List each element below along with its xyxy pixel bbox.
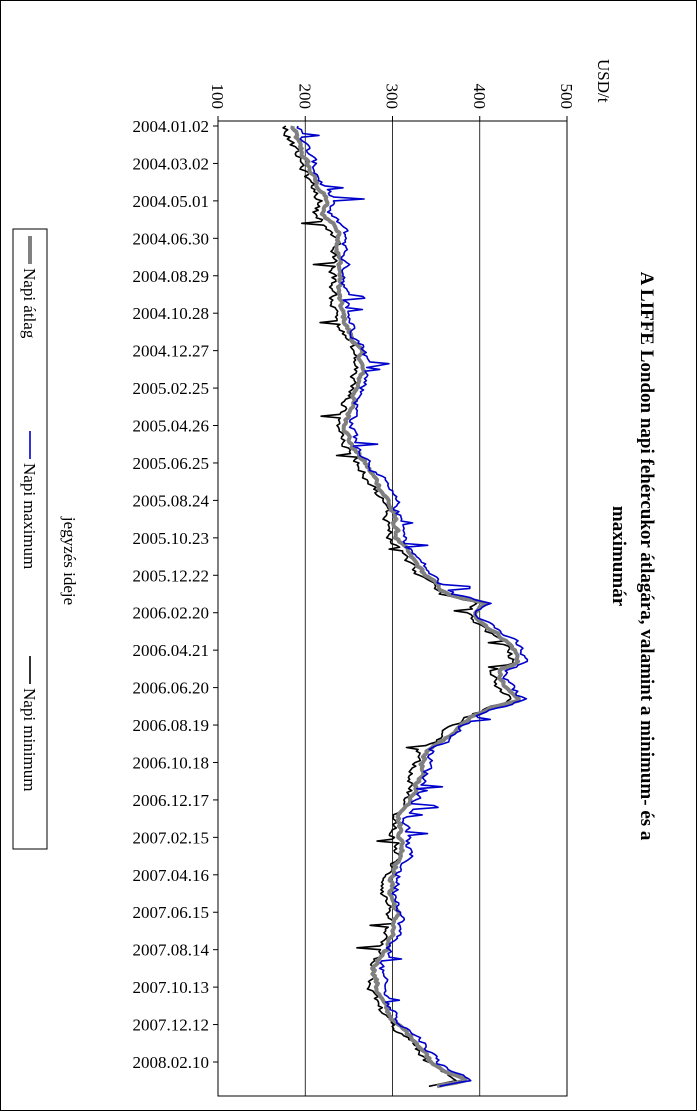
x-tick-label-24: 2007.12.12 [133, 1016, 210, 1035]
y-tick-label-500: 500 [557, 84, 576, 110]
series-line-1 [296, 125, 529, 1088]
y-axis-label: USD/t [594, 59, 613, 103]
chart-title-line-1: A LIFFE London napi fehércukor átlagára,… [636, 272, 657, 841]
plot-area [217, 120, 568, 1097]
series-line-0 [290, 125, 521, 1089]
x-tick-label-14: 2006.04.21 [133, 641, 210, 660]
x-tick-label-2: 2004.05.01 [133, 192, 210, 211]
x-tick-label-9: 2005.06.25 [133, 454, 210, 473]
chart-title-group: A LIFFE London napi fehércukor átlagára,… [608, 272, 657, 841]
x-tick-label-6: 2004.12.27 [133, 342, 210, 361]
series-lines [282, 125, 529, 1089]
x-tick-label-3: 2004.06.30 [133, 229, 210, 248]
y-tick-label-300: 300 [383, 84, 402, 110]
x-axis-label: jegyzés ideje [60, 516, 79, 605]
legend: Napi átlag Napi maximum Napi minimum [12, 228, 48, 850]
x-tick-label-25: 2008.02.10 [133, 1053, 210, 1072]
x-tick-label-5: 2004.10.28 [133, 304, 210, 323]
x-tick-label-0: 2004.01.02 [133, 117, 210, 136]
legend-label-1: Napi maximum [20, 463, 39, 569]
x-tick-label-1: 2004.03.02 [133, 154, 210, 173]
x-axis-ticks: 2004.01.02 2004.03.02 2004.05.01 2004.06.30… [133, 117, 218, 1072]
x-tick-label-12: 2005.12.22 [133, 566, 210, 585]
x-tick-label-7: 2005.02.25 [133, 379, 210, 398]
chart-title-line-2: maximumár [608, 506, 629, 607]
legend-label-0: Napi átlag [20, 268, 39, 339]
x-tick-label-13: 2006.02.20 [133, 604, 210, 623]
legend-label-2: Napi minimum [20, 688, 39, 791]
x-tick-label-17: 2006.10.18 [133, 753, 210, 772]
legend-label-group-1: Napi maximum [20, 463, 39, 569]
y-tick-label-group-300: 300 [383, 84, 402, 110]
x-tick-label-11: 2005.10.23 [133, 529, 210, 548]
x-tick-label-20: 2007.04.16 [133, 866, 210, 885]
y-tick-label-400: 400 [470, 84, 489, 110]
x-tick-label-18: 2006.12.17 [133, 791, 210, 810]
x-tick-label-19: 2007.02.15 [133, 828, 210, 847]
legend-box [12, 228, 48, 850]
y-tick-label-group-400: 400 [470, 84, 489, 110]
x-tick-label-4: 2004.08.29 [133, 267, 210, 286]
x-tick-label-21: 2007.06.15 [133, 903, 210, 922]
x-tick-label-8: 2005.04.26 [133, 417, 210, 436]
y-axis-ticks: 100 200 300 400 500 [208, 84, 576, 121]
y-tick-label-group-100: 100 [208, 84, 227, 110]
y-tick-label-group-500: 500 [557, 84, 576, 110]
y-tick-label-200: 200 [295, 84, 314, 110]
x-tick-label-16: 2006.08.19 [133, 716, 210, 735]
y-tick-label-100: 100 [208, 84, 227, 110]
legend-label-group-2: Napi minimum [20, 688, 39, 791]
y-tick-label-group-200: 200 [295, 84, 314, 110]
y-axis-label-group: USD/t [594, 59, 613, 103]
series-line-2 [282, 125, 515, 1088]
x-tick-label-15: 2006.06.20 [133, 679, 210, 698]
x-tick-label-23: 2007.10.13 [133, 978, 210, 997]
x-tick-label-10: 2005.08.24 [133, 491, 210, 510]
x-axis-label-group: jegyzés ideje [60, 516, 79, 605]
legend-label-group-0: Napi átlag [20, 268, 39, 339]
x-tick-label-22: 2007.08.14 [133, 941, 210, 960]
